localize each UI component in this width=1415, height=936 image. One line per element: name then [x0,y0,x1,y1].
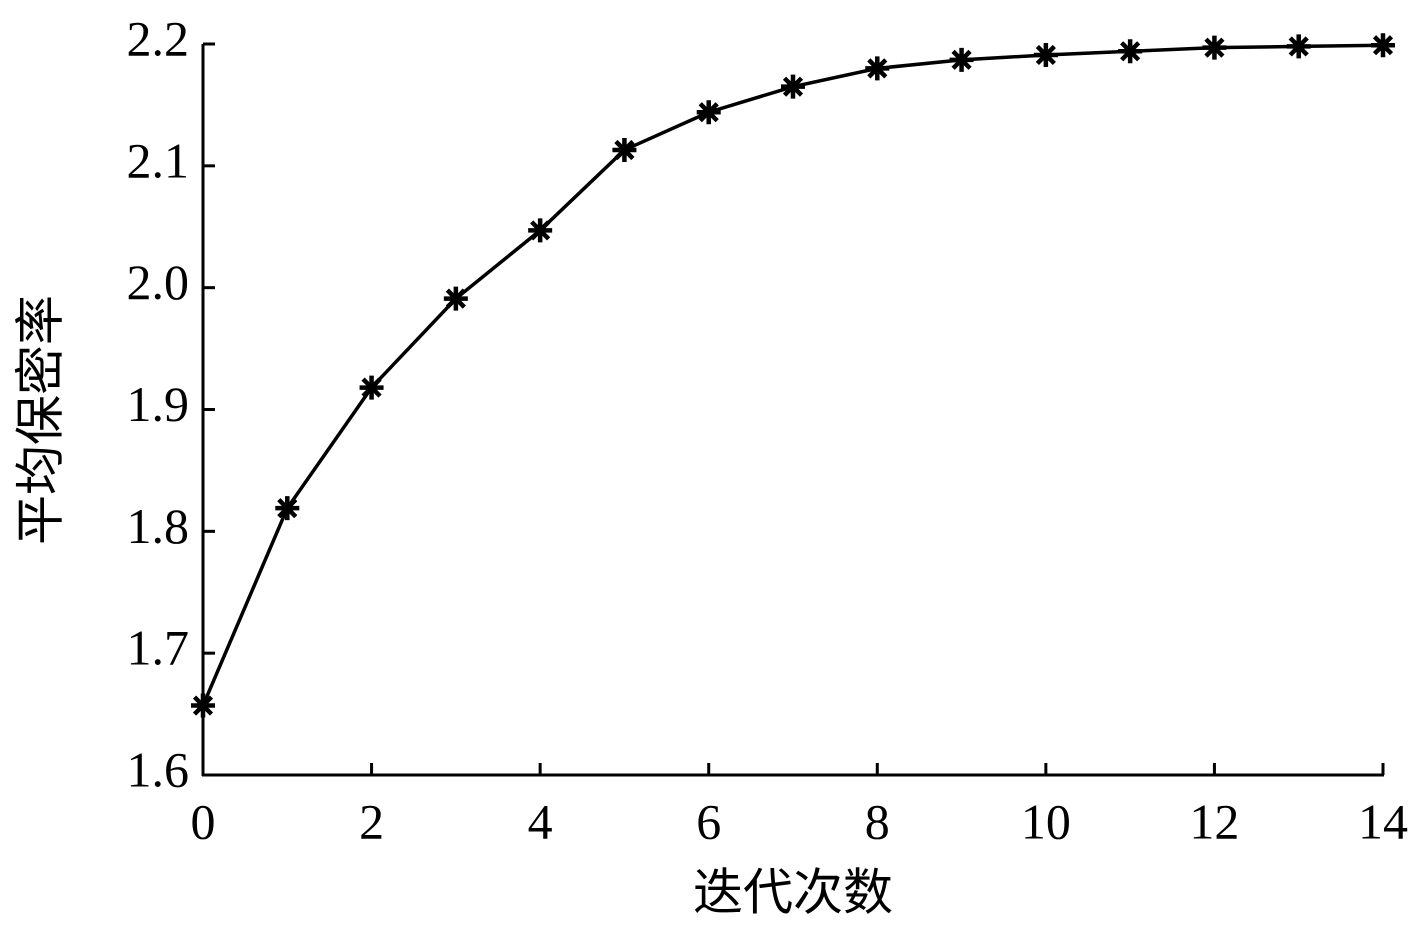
marker [1286,34,1311,59]
x-tick-label: 14 [1358,793,1408,849]
marker [865,56,890,81]
x-tick-label: 4 [528,793,553,849]
x-tick-label: 10 [1021,793,1071,849]
x-tick-label: 6 [696,793,721,849]
x-tick-label: 12 [1189,793,1239,849]
y-tick-label: 1.6 [127,741,190,797]
marker [1118,39,1143,64]
marker [528,218,553,243]
line [201,43,1384,707]
marker [443,286,468,311]
y-tick-label: 2.2 [127,10,190,66]
marker [696,100,721,125]
y-tick-label: 1.9 [127,376,190,432]
marker [1202,35,1227,60]
marker [191,693,215,718]
y-tick-label: 2.0 [127,254,190,310]
x-tick-label: 8 [865,793,890,849]
x-axis-label: 迭代次数 [693,864,893,920]
marker [1033,42,1058,67]
x-tick-label: 2 [359,793,384,849]
x-tick-label: 0 [191,793,216,849]
y-tick-label: 1.8 [127,498,190,554]
marker [612,137,637,162]
marker [359,375,384,400]
y-tick-label: 1.7 [127,620,190,676]
marker [949,47,974,72]
marker [1371,33,1395,58]
marker [781,74,805,99]
marker [275,496,300,521]
y-axis-label: 平均保密率 [12,295,68,545]
y-tick-label: 2.1 [127,132,190,188]
